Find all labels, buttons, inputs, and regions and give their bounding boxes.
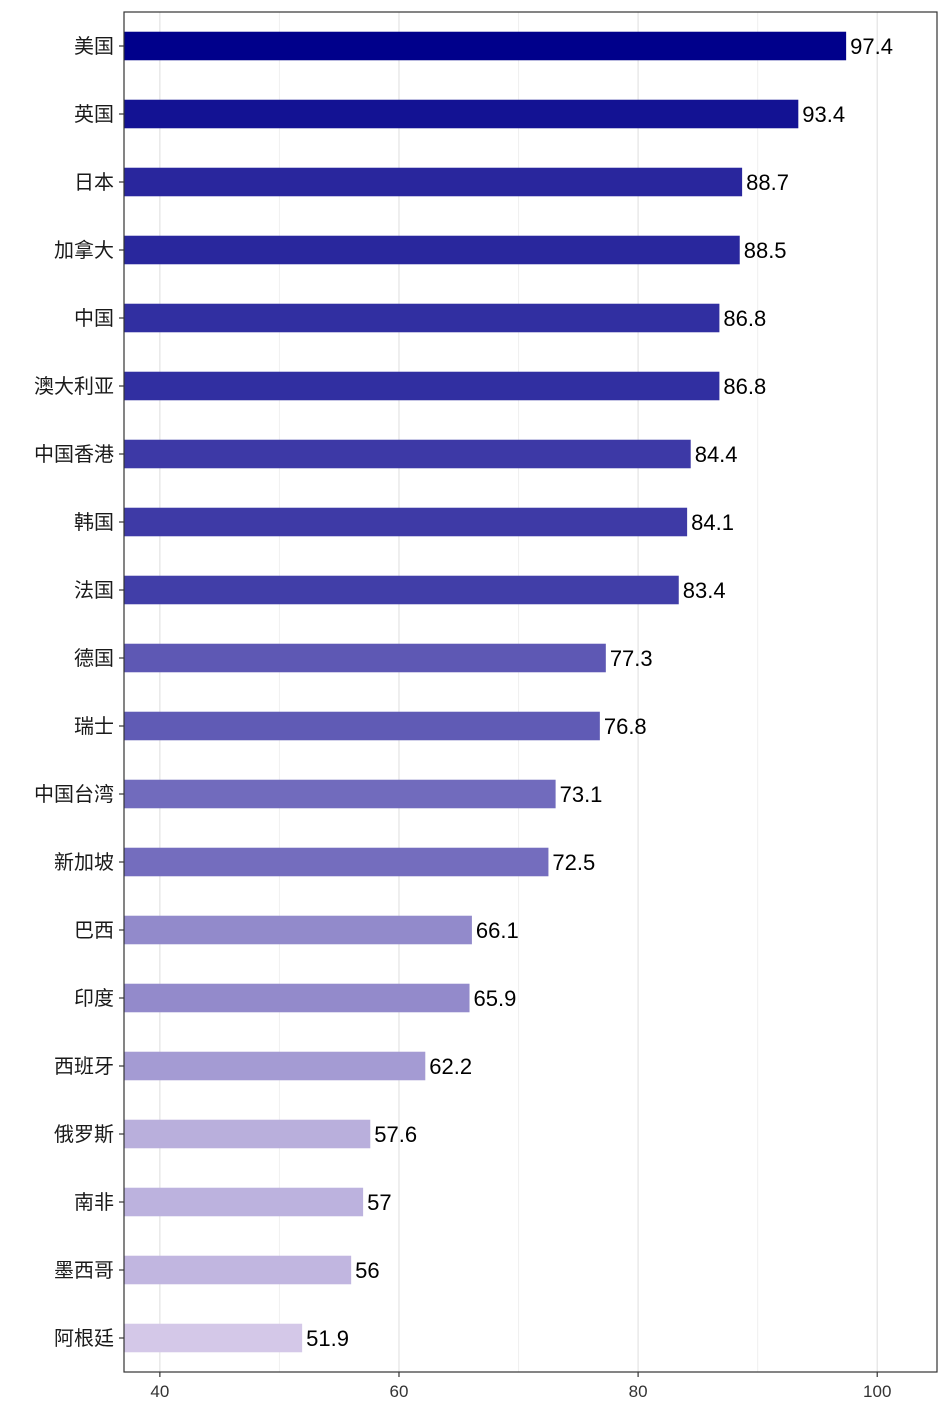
value-label: 77.3 (610, 646, 653, 671)
category-label: 巴西 (74, 918, 114, 942)
value-label: 51.9 (306, 1326, 349, 1351)
category-label: 墨西哥 (54, 1258, 114, 1282)
x-tick-label: 100 (863, 1382, 891, 1401)
x-tick-label: 40 (150, 1382, 169, 1401)
category-label: 美国 (74, 34, 114, 58)
category-label: 英国 (74, 102, 114, 126)
category-label: 韩国 (74, 510, 114, 534)
bar (124, 507, 688, 537)
bar (124, 643, 606, 673)
value-label: 66.1 (476, 918, 519, 943)
value-label: 65.9 (474, 986, 517, 1011)
bar (124, 1323, 303, 1353)
value-label: 93.4 (802, 102, 845, 127)
value-label: 97.4 (850, 34, 893, 59)
bar (124, 1187, 364, 1217)
category-label: 加拿大 (54, 238, 114, 262)
category-label: 中国 (74, 306, 114, 330)
category-label: 阿根廷 (54, 1326, 114, 1350)
bar (124, 711, 600, 741)
bar (124, 99, 799, 129)
x-tick-label: 80 (629, 1382, 648, 1401)
category-label: 西班牙 (54, 1054, 114, 1078)
category-labels: 美国英国日本加拿大中国澳大利亚中国香港韩国法国德国瑞士中国台湾新加坡巴西印度西班… (34, 34, 124, 1350)
bar (124, 167, 743, 197)
bar (124, 915, 472, 945)
category-label: 俄罗斯 (54, 1122, 114, 1146)
value-label: 84.4 (695, 442, 738, 467)
value-label: 72.5 (552, 850, 595, 875)
category-label: 法国 (74, 578, 114, 602)
value-labels: 97.4 93.4 88.7 88.5 86.8 86.8 84.4 84.1 83.4 77.3… (306, 34, 893, 1351)
value-label: 73.1 (560, 782, 603, 807)
bar (124, 575, 679, 605)
bar (124, 847, 549, 877)
bar (124, 371, 720, 401)
value-label: 88.5 (744, 238, 787, 263)
bar (124, 31, 847, 61)
bar (124, 303, 720, 333)
value-label: 76.8 (604, 714, 647, 739)
value-label: 57.6 (374, 1122, 417, 1147)
bar (124, 1051, 426, 1081)
bar (124, 1255, 352, 1285)
category-label: 澳大利亚 (34, 374, 114, 398)
bar (124, 779, 556, 809)
value-label: 86.8 (723, 306, 766, 331)
category-label: 中国台湾 (34, 782, 114, 806)
value-label: 88.7 (746, 170, 789, 195)
value-label: 57 (367, 1190, 391, 1215)
bar (124, 235, 740, 265)
value-label: 84.1 (691, 510, 734, 535)
value-label: 62.2 (429, 1054, 472, 1079)
category-label: 南非 (74, 1190, 114, 1214)
panel-border (123, 11, 938, 1373)
bar (124, 983, 470, 1013)
x-tick-label: 60 (390, 1382, 409, 1401)
category-label: 日本 (74, 170, 114, 194)
bar (124, 1119, 371, 1149)
category-label: 中国香港 (34, 442, 114, 466)
value-label: 56 (355, 1258, 379, 1283)
bars (124, 31, 847, 1353)
category-label: 新加坡 (54, 850, 114, 874)
category-label: 瑞士 (74, 714, 114, 738)
value-label: 86.8 (723, 374, 766, 399)
bar (124, 439, 691, 469)
category-label: 印度 (74, 986, 114, 1010)
category-label: 德国 (74, 646, 114, 670)
value-label: 83.4 (683, 578, 726, 603)
x-axis: 40 60 80 100 (150, 1372, 891, 1401)
